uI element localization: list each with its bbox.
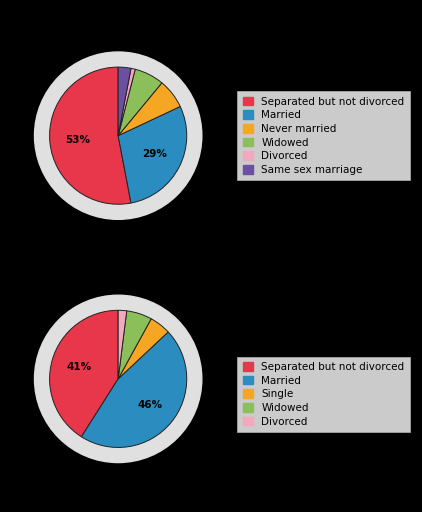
Wedge shape — [118, 69, 162, 136]
Wedge shape — [118, 106, 187, 203]
Wedge shape — [118, 68, 135, 136]
Text: Marital Status of Australia's Population: Marital Status of Australia's Population — [0, 254, 274, 267]
Circle shape — [35, 52, 202, 219]
Wedge shape — [118, 310, 127, 379]
Wedge shape — [50, 310, 118, 437]
Wedge shape — [118, 311, 151, 379]
Text: 29%: 29% — [142, 150, 167, 159]
Text: 7%: 7% — [151, 48, 169, 58]
Wedge shape — [118, 319, 168, 379]
Text: 53%: 53% — [65, 135, 90, 144]
Text: Marital Status of Canada's Population: Marital Status of Canada's Population — [0, 11, 268, 24]
Text: 7%: 7% — [182, 74, 200, 84]
Text: 46%: 46% — [137, 400, 162, 410]
Circle shape — [35, 295, 202, 462]
Text: 6%: 6% — [138, 286, 156, 296]
Legend: Separated but not divorced, Married, Single, Widowed, Divorced: Separated but not divorced, Married, Sin… — [237, 357, 410, 432]
Text: 5%: 5% — [166, 301, 184, 311]
Text: 1%: 1% — [130, 40, 147, 50]
Wedge shape — [81, 332, 187, 447]
Text: 2%: 2% — [115, 282, 133, 291]
Wedge shape — [50, 67, 131, 204]
Legend: Separated but not divorced, Married, Never married, Widowed, Divorced, Same sex : Separated but not divorced, Married, Nev… — [237, 91, 410, 180]
Wedge shape — [118, 67, 131, 136]
Wedge shape — [118, 83, 180, 136]
Text: 41%: 41% — [66, 362, 91, 372]
Text: 3%: 3% — [118, 38, 136, 49]
